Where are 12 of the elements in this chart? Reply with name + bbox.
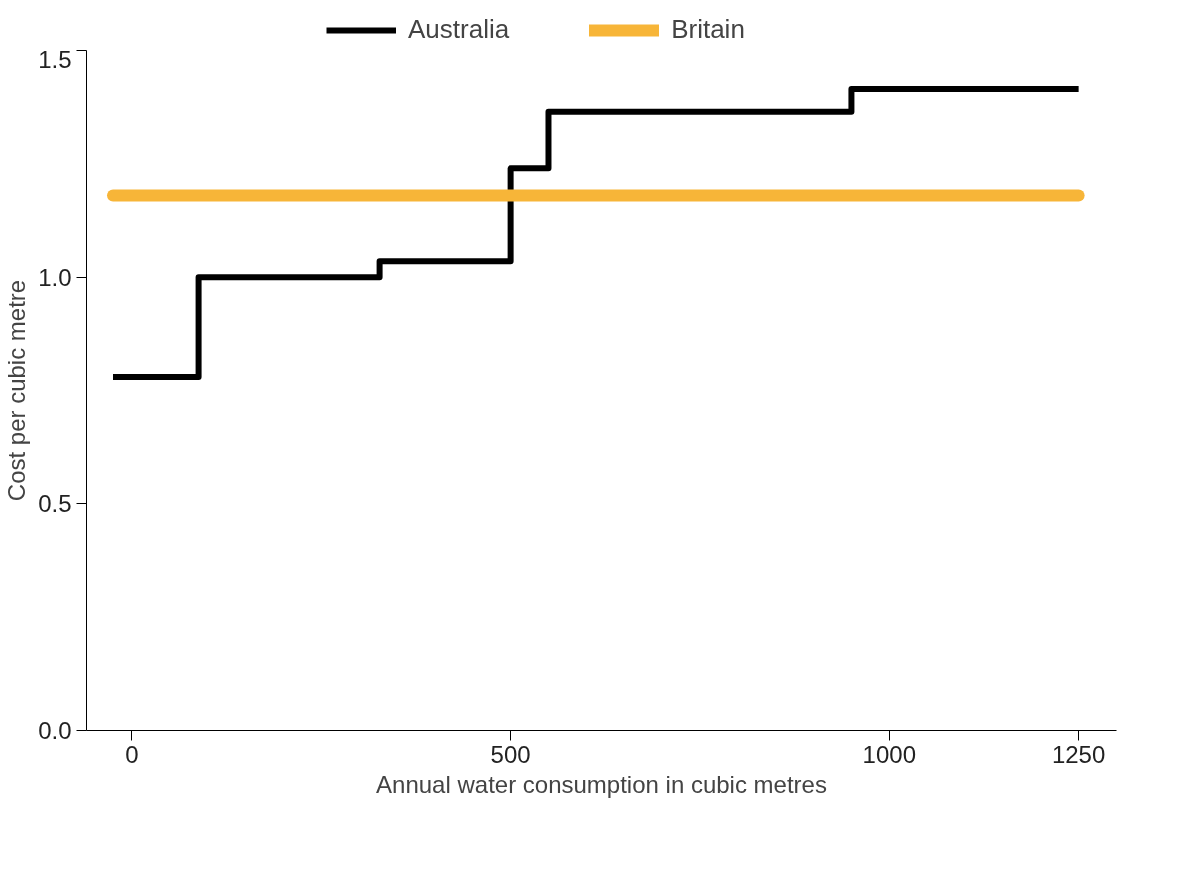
x-axis-title: Annual water consumption in cubic metres — [376, 770, 827, 798]
x-tick-label: 500 — [490, 740, 531, 768]
x-tick-label: 1000 — [862, 740, 916, 768]
y-tick-label: 0.5 — [38, 490, 72, 518]
x-tick-label: 1250 — [1051, 740, 1106, 768]
y-tick-label: 1.5 — [38, 45, 72, 73]
y-axis-title: Cost per cubic metre — [3, 279, 31, 502]
y-tick-label: 1.0 — [38, 263, 72, 291]
x-tick-label: 0 — [125, 740, 139, 768]
legend-label: Australia — [408, 14, 510, 45]
y-tick-label: 0.0 — [38, 717, 72, 744]
legend-label: Britain — [671, 14, 745, 45]
